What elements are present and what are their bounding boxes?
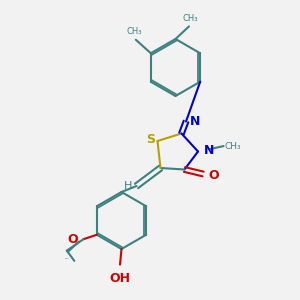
Text: N: N: [203, 143, 214, 157]
Text: S: S: [146, 133, 155, 146]
Text: CH₃: CH₃: [183, 14, 198, 23]
Text: ethoxy: ethoxy: [65, 258, 70, 259]
Text: N: N: [190, 115, 200, 128]
Text: CH₃: CH₃: [225, 142, 242, 151]
Text: O: O: [208, 169, 219, 182]
Text: OH: OH: [110, 272, 130, 285]
Text: H: H: [124, 181, 132, 191]
Text: O: O: [67, 233, 78, 246]
Text: CH₃: CH₃: [127, 27, 142, 36]
